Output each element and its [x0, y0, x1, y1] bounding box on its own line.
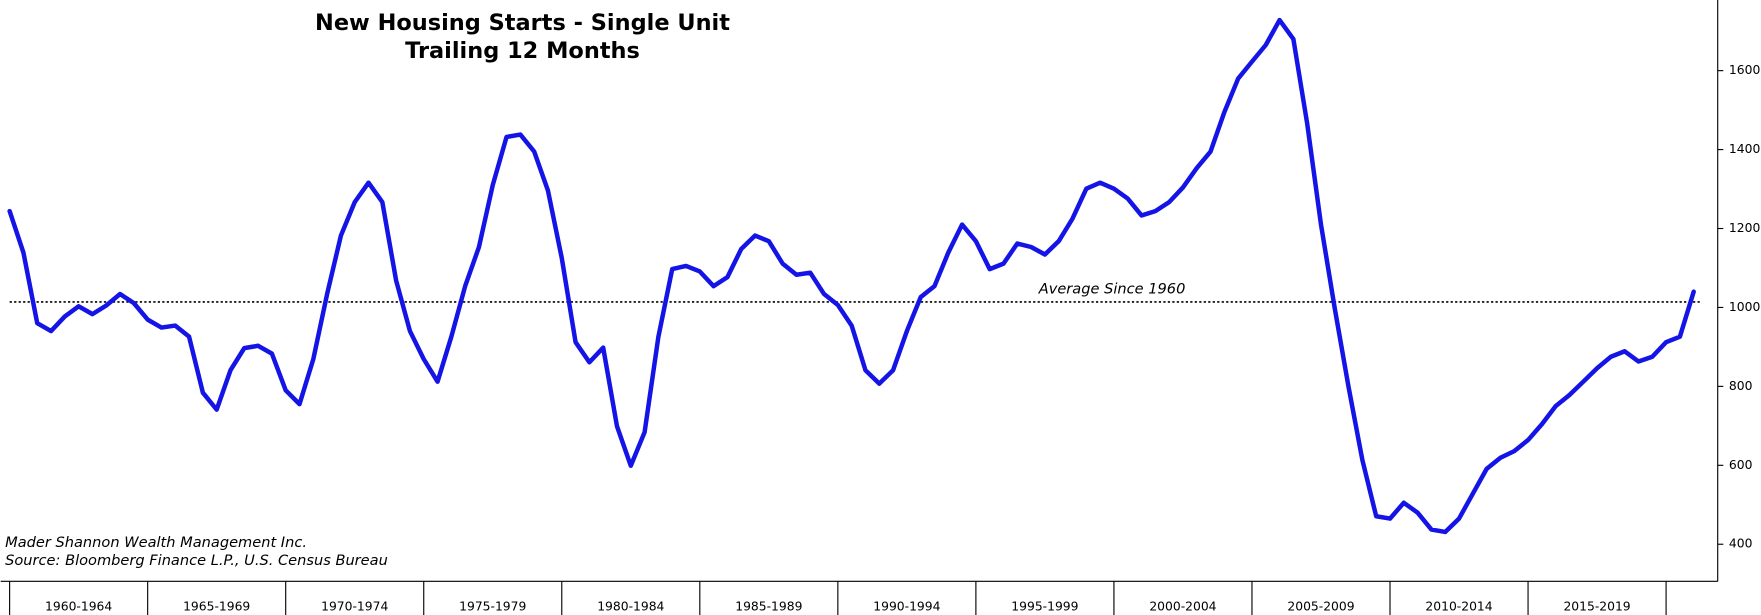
x-tick-label: 2015-2019: [1563, 600, 1630, 614]
x-tick-label: 1970-1974: [321, 600, 388, 614]
x-tick-label: 1960-1964: [45, 600, 112, 614]
chart-title: New Housing Starts - Single Unit: [315, 10, 730, 36]
data-line: [7, 17, 1696, 535]
x-tick-label: 1975-1979: [459, 600, 526, 614]
chart-subtitle: Trailing 12 Months: [405, 38, 640, 64]
x-tick-label: 2005-2009: [1287, 600, 1354, 614]
y-tick-label: 600: [1729, 458, 1753, 472]
y-tick-label: 1200: [1729, 221, 1761, 235]
x-tick-label: 1985-1989: [735, 600, 802, 614]
note: Mader Shannon Wealth Management Inc.: [5, 534, 307, 551]
y-tick-label: 800: [1729, 379, 1753, 393]
x-tick-label: 1980-1984: [597, 600, 664, 614]
average-label: Average Since 1960: [1038, 281, 1186, 298]
x-tick-label: 2010-2014: [1425, 600, 1492, 614]
y-tick-label: 1600: [1729, 63, 1761, 77]
x-tick-label: 2000-2004: [1149, 600, 1216, 614]
x-tick-label: 1965-1969: [183, 600, 250, 614]
note: Source: Bloomberg Finance L.P., U.S. Cen…: [5, 552, 388, 569]
y-tick-label: 1400: [1729, 142, 1761, 156]
y-tick-label: 400: [1729, 537, 1753, 551]
y-tick-label: 1000: [1729, 300, 1761, 314]
x-tick-label: 1990-1994: [873, 600, 940, 614]
x-tick-label: 1995-1999: [1011, 600, 1078, 614]
